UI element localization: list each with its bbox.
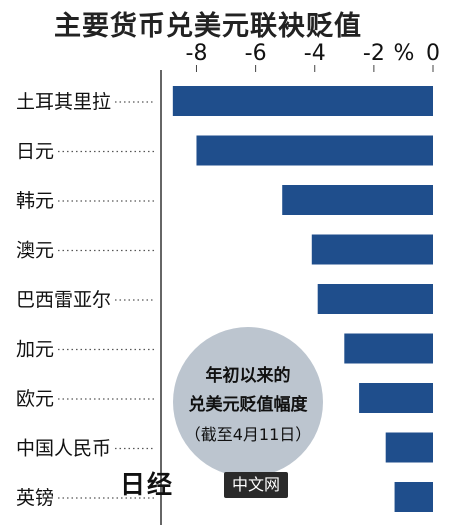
bar — [311, 234, 433, 265]
annotation-text: 年初以来的 — [206, 365, 291, 386]
x-tick-label: -4 — [304, 41, 326, 66]
unit-label: % — [394, 41, 415, 66]
bar — [385, 432, 433, 463]
watermark-logo: 日经 — [120, 470, 175, 499]
x-tick-label: -8 — [186, 41, 208, 66]
category-label: 加元 — [16, 339, 54, 361]
category-label: 韩元 — [16, 190, 54, 212]
annotation-text: 兑美元贬值幅度 — [189, 394, 309, 415]
category-label: 英镑 — [16, 487, 54, 509]
bar — [394, 482, 433, 512]
bar — [359, 383, 433, 413]
category-label: 日元 — [16, 141, 54, 163]
watermark-site: 中文网 — [224, 472, 288, 498]
x-tick-label: 0 — [426, 41, 440, 66]
bar — [172, 86, 433, 116]
bar — [196, 135, 433, 166]
category-label: 中国人民币 — [16, 438, 111, 460]
annotation-bubble — [173, 327, 323, 477]
x-tick-label: -6 — [245, 41, 267, 66]
category-label: 土耳其里拉 — [16, 91, 111, 113]
x-tick-label: -2 — [363, 41, 385, 66]
category-label: 欧元 — [16, 388, 54, 410]
annotation-text: （截至4月11日） — [185, 425, 312, 444]
watermark: 日经 中文网 — [120, 470, 288, 500]
category-label: 巴西雷亚尔 — [16, 289, 111, 311]
chart-title: 主要货币兑美元联袂贬值 — [54, 11, 362, 42]
bar — [344, 333, 433, 364]
bar — [317, 284, 433, 314]
bar — [282, 185, 433, 215]
category-label: 澳元 — [16, 240, 54, 262]
